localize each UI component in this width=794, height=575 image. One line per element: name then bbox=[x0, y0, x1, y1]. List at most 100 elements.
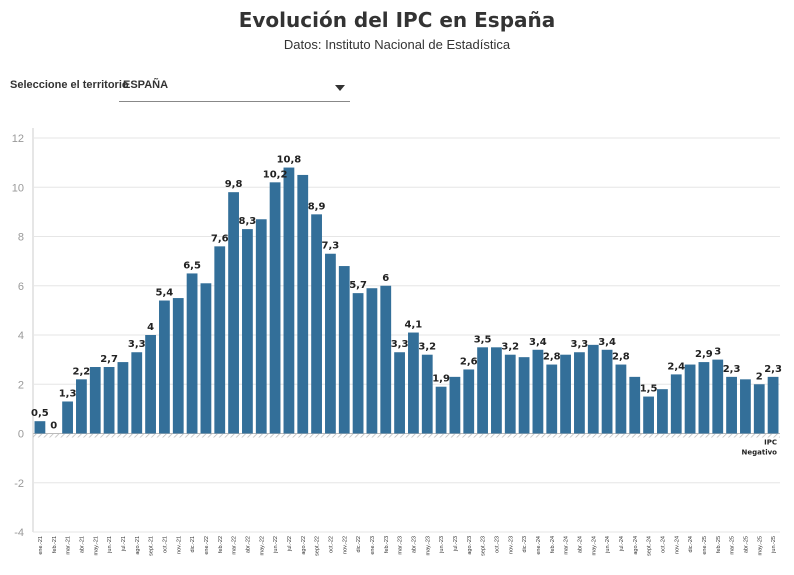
bar bbox=[62, 401, 73, 434]
bar bbox=[504, 354, 516, 434]
legend-entry: Negativo bbox=[742, 449, 778, 457]
bar bbox=[352, 293, 364, 434]
x-tick-label: feb.-24 bbox=[550, 536, 556, 553]
x-tick-label: feb.-21 bbox=[52, 536, 58, 553]
bar bbox=[698, 362, 710, 434]
x-tick-label: mar.-24 bbox=[564, 536, 570, 555]
x-tick-label: mar.-25 bbox=[730, 536, 736, 555]
x-tick-label: oct.-21 bbox=[162, 536, 168, 553]
bar bbox=[394, 352, 405, 434]
bar bbox=[172, 298, 184, 434]
chart-subtitle: Datos: Instituto Nacional de Estadística bbox=[283, 37, 511, 52]
bar bbox=[449, 376, 461, 434]
x-tick-label: abr.-22 bbox=[245, 536, 251, 553]
y-tick-label: 2 bbox=[18, 379, 24, 391]
bar bbox=[587, 344, 599, 434]
bar bbox=[753, 384, 765, 434]
y-tick-label: 4 bbox=[18, 330, 24, 342]
bar bbox=[200, 283, 212, 434]
bar bbox=[740, 379, 751, 434]
y-tick-label: 12 bbox=[12, 133, 24, 145]
data-label: 3,2 bbox=[418, 342, 436, 353]
territory-dropdown[interactable]: ESPAÑA bbox=[119, 74, 350, 102]
x-tick-label: mar.-22 bbox=[232, 536, 238, 555]
bar bbox=[325, 253, 336, 434]
data-label: 3,4 bbox=[529, 337, 547, 348]
x-tick-label: dic.-21 bbox=[190, 536, 196, 553]
x-tick-label: ene.-25 bbox=[702, 536, 708, 555]
bar bbox=[380, 285, 392, 434]
bar bbox=[228, 192, 239, 434]
bar bbox=[643, 396, 654, 434]
bar bbox=[657, 389, 668, 434]
data-label: 2,2 bbox=[73, 366, 91, 377]
bar bbox=[338, 266, 350, 434]
bar bbox=[767, 376, 779, 434]
bar bbox=[726, 376, 737, 434]
legend-entry: IPC bbox=[764, 439, 777, 447]
bar bbox=[89, 367, 101, 434]
territory-dropdown-value: ESPAÑA bbox=[123, 79, 169, 91]
data-label: 10,8 bbox=[277, 155, 302, 166]
bar bbox=[670, 374, 682, 434]
x-tick-label: ene.-21 bbox=[38, 536, 44, 555]
bar bbox=[117, 362, 129, 434]
data-label: 8,9 bbox=[308, 201, 326, 212]
chevron-down-icon[interactable] bbox=[335, 85, 345, 91]
data-label: 2,3 bbox=[764, 364, 782, 375]
x-tick-label: dic.-22 bbox=[356, 536, 362, 553]
negative-zone-band bbox=[33, 433, 780, 438]
y-tick-label: 0 bbox=[18, 429, 24, 441]
x-tick-label: abr.-24 bbox=[577, 536, 583, 553]
x-tick-label: jul.-24 bbox=[619, 536, 625, 552]
data-label: 9,8 bbox=[225, 179, 243, 190]
bar bbox=[366, 288, 378, 434]
x-tick-label: dic.-23 bbox=[522, 536, 528, 553]
territory-selector-label: Seleccione el territorio bbox=[10, 79, 129, 91]
bar bbox=[297, 174, 309, 434]
x-tick-label: may.-24 bbox=[591, 536, 597, 555]
bar bbox=[684, 364, 696, 434]
data-label: 8,3 bbox=[239, 216, 257, 227]
bar bbox=[421, 354, 433, 434]
x-tick-label: dic.-24 bbox=[688, 536, 694, 553]
x-tick-label: ago.-24 bbox=[633, 536, 639, 555]
bar bbox=[131, 352, 143, 434]
x-tick-label: jun.-25 bbox=[771, 536, 777, 554]
x-tick-label: jun.-22 bbox=[273, 536, 279, 554]
bar bbox=[463, 369, 475, 434]
bar bbox=[546, 364, 558, 434]
bar bbox=[214, 246, 226, 434]
data-label: 4 bbox=[147, 322, 154, 333]
bar bbox=[255, 219, 267, 434]
bar bbox=[615, 364, 627, 434]
bar bbox=[269, 182, 281, 434]
data-label: 0 bbox=[50, 421, 57, 432]
data-label: 3,3 bbox=[571, 339, 589, 350]
data-label: 3,4 bbox=[598, 337, 616, 348]
data-label: 2,7 bbox=[100, 354, 118, 365]
x-tick-label: sept.-22 bbox=[315, 536, 321, 556]
data-label: 2,9 bbox=[695, 349, 713, 360]
data-label: 1,3 bbox=[59, 388, 77, 399]
x-tick-label: jun.-21 bbox=[107, 536, 113, 554]
x-tick-label: ene.-22 bbox=[204, 536, 210, 555]
x-tick-label: oct.-23 bbox=[494, 536, 500, 553]
x-tick-label: may.-25 bbox=[757, 536, 763, 555]
bar bbox=[76, 379, 87, 434]
x-tick-label: feb.-23 bbox=[384, 536, 390, 553]
y-tick-label: 6 bbox=[18, 281, 24, 293]
bar bbox=[629, 376, 641, 434]
data-label: 1,5 bbox=[640, 384, 658, 395]
bar bbox=[712, 359, 724, 434]
x-tick-label: nov.-24 bbox=[674, 536, 680, 554]
x-tick-label: jul.-22 bbox=[287, 536, 293, 552]
x-tick-label: may.-22 bbox=[259, 536, 265, 555]
x-tick-label: jul.-23 bbox=[453, 536, 459, 552]
bar bbox=[408, 332, 419, 434]
data-label: 2,8 bbox=[543, 352, 561, 363]
data-label: 6,5 bbox=[183, 260, 201, 271]
data-label: 2,3 bbox=[723, 364, 741, 375]
data-label: 7,3 bbox=[322, 241, 340, 252]
bar bbox=[435, 386, 447, 434]
